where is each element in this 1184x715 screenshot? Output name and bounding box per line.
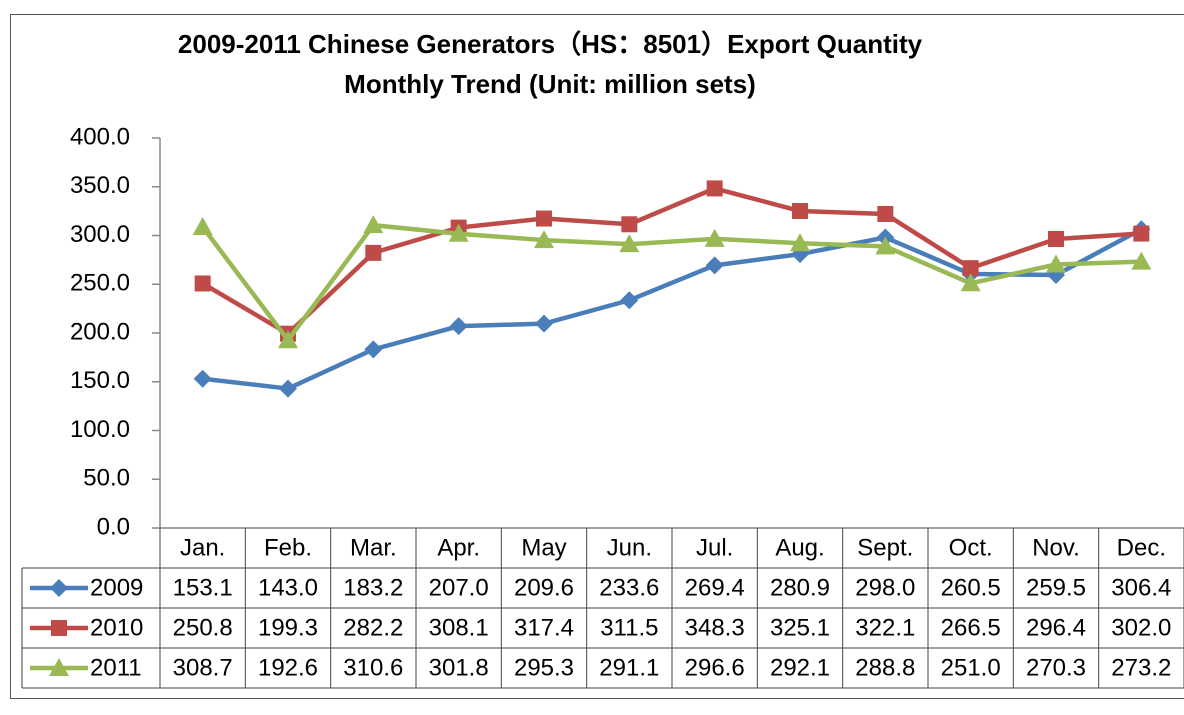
y-tick-label: 0.0 — [97, 513, 130, 540]
y-tick-label: 250.0 — [70, 270, 130, 297]
x-tick-label: Apr. — [437, 534, 480, 561]
chart-frame — [10, 14, 1184, 699]
data-label: 183.2 — [343, 574, 403, 601]
y-tick-label: 300.0 — [70, 221, 130, 248]
data-label: 298.0 — [855, 574, 915, 601]
marker — [790, 233, 810, 252]
x-tick-label: Feb. — [264, 534, 312, 561]
marker — [448, 223, 469, 242]
legend-marker — [50, 579, 68, 597]
x-tick-label: Jan. — [180, 534, 225, 561]
line — [200, 222, 1142, 343]
legend-marker — [49, 658, 69, 676]
data-label: 322.1 — [855, 614, 915, 641]
y-tick-label: 200.0 — [70, 318, 130, 345]
data-label: 308.7 — [173, 654, 233, 681]
marker — [619, 234, 640, 253]
data-label: 308.1 — [429, 614, 489, 641]
marker — [535, 314, 553, 333]
marker — [704, 228, 725, 247]
legend-label: 2010 — [90, 614, 143, 641]
x-tick-label: Nov. — [1032, 534, 1080, 561]
marker — [792, 203, 808, 220]
data-label: 260.5 — [941, 574, 1001, 601]
data-label: 282.2 — [343, 614, 403, 641]
marker — [193, 369, 212, 388]
marker — [706, 180, 723, 197]
data-label: 306.4 — [1111, 574, 1171, 601]
data-label: 317.4 — [514, 614, 574, 641]
x-tick-label: Jun. — [607, 534, 652, 561]
data-label: 310.6 — [343, 654, 403, 681]
data-label: 209.6 — [514, 574, 574, 601]
marker — [1046, 254, 1066, 273]
data-label: 280.9 — [770, 574, 830, 601]
marker — [365, 244, 382, 261]
x-tick-label: Jul. — [696, 534, 733, 561]
marker — [364, 340, 383, 359]
y-tick-label: 150.0 — [70, 367, 130, 394]
marker — [279, 379, 297, 398]
data-label: 270.3 — [1026, 654, 1086, 681]
marker — [192, 217, 213, 236]
marker — [705, 256, 724, 275]
data-label: 291.1 — [599, 654, 659, 681]
data-label: 192.6 — [258, 654, 318, 681]
data-label: 207.0 — [429, 574, 489, 601]
legend-label: 2011 — [90, 654, 142, 681]
marker — [1131, 251, 1152, 270]
x-tick-label: May — [521, 534, 566, 561]
x-tick-label: Aug. — [775, 534, 824, 561]
chart-title: Monthly Trend (Unit: million sets) — [344, 69, 756, 99]
y-tick-label: 100.0 — [70, 416, 130, 443]
marker — [960, 273, 981, 292]
marker — [534, 230, 554, 249]
data-label: 348.3 — [685, 614, 745, 641]
x-tick-label: Sept. — [857, 534, 913, 561]
marker — [449, 317, 468, 336]
legend-marker — [51, 620, 67, 636]
data-label: 325.1 — [770, 614, 830, 641]
x-tick-label: Dec. — [1117, 534, 1166, 561]
data-label: 288.8 — [855, 654, 915, 681]
data-label: 302.0 — [1111, 614, 1171, 641]
x-tick-label: Mar. — [350, 534, 397, 561]
data-label: 266.5 — [941, 614, 1001, 641]
marker — [278, 330, 298, 349]
data-label: 259.5 — [1026, 574, 1086, 601]
data-label: 143.0 — [258, 574, 318, 601]
data-label: 199.3 — [258, 614, 318, 641]
y-tick-label: 50.0 — [83, 465, 130, 492]
line — [202, 227, 1143, 391]
data-label: 292.1 — [770, 654, 830, 681]
data-label: 153.1 — [173, 574, 233, 601]
data-label: 296.6 — [685, 654, 745, 681]
marker — [620, 291, 639, 310]
data-label: 233.6 — [599, 574, 659, 601]
data-label: 311.5 — [600, 614, 658, 641]
data-label: 269.4 — [685, 574, 745, 601]
marker — [621, 216, 638, 233]
marker — [1133, 225, 1150, 242]
marker — [363, 215, 384, 234]
marker — [877, 205, 894, 222]
marker — [875, 236, 896, 255]
x-tick-label: Oct. — [949, 534, 993, 561]
data-label: 301.8 — [429, 654, 489, 681]
data-label: 273.2 — [1111, 654, 1171, 681]
line — [201, 186, 1142, 336]
marker — [536, 210, 552, 227]
y-tick-label: 350.0 — [70, 172, 130, 199]
legend-label: 2009 — [90, 574, 143, 601]
data-label: 295.3 — [514, 654, 574, 681]
data-label: 250.8 — [173, 614, 233, 641]
marker — [1048, 231, 1064, 248]
data-label: 251.0 — [941, 654, 1001, 681]
data-label: 296.4 — [1026, 614, 1086, 641]
y-tick-label: 400.0 — [70, 123, 130, 150]
chart-title: 2009-2011 Chinese Generators（HS：8501）Exp… — [178, 29, 923, 59]
marker — [194, 275, 211, 292]
marker — [962, 260, 979, 277]
